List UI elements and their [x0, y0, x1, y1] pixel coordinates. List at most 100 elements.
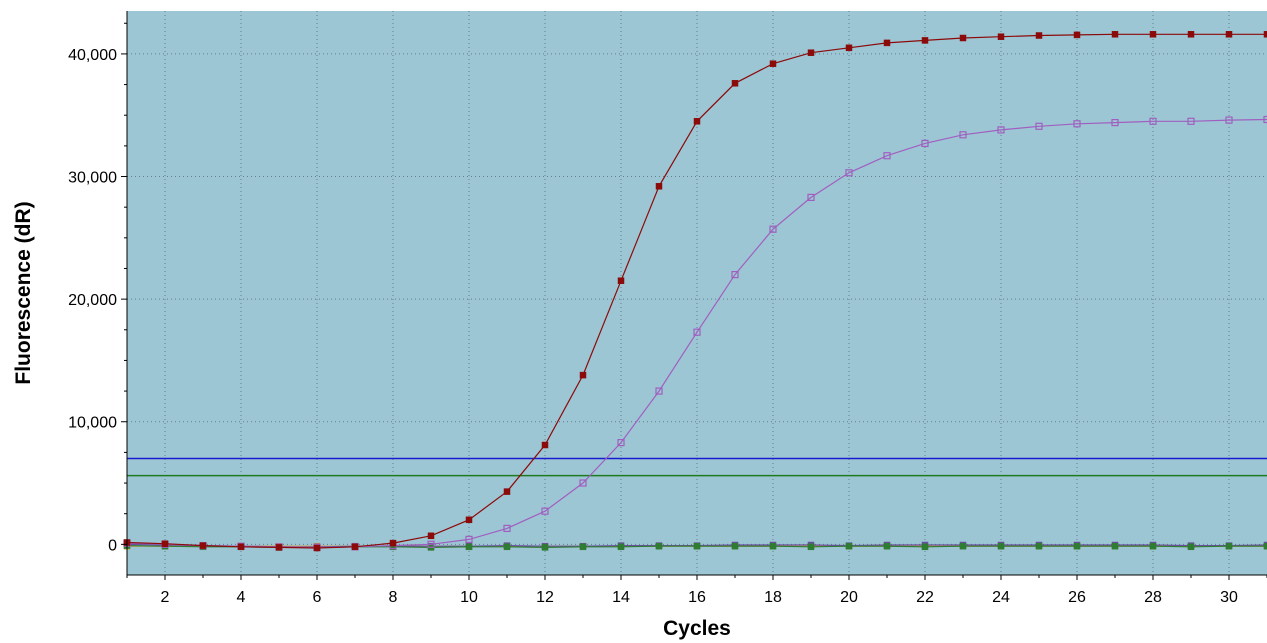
data-point [1263, 542, 1267, 550]
data-point [1035, 32, 1043, 39]
y-tick-label: 30,000 [68, 170, 117, 187]
y-axis-title: Fluorescence (dR) [12, 201, 35, 384]
data-point [655, 183, 663, 190]
x-tick-label: 10 [460, 589, 478, 606]
y-tick-label: 10,000 [68, 415, 117, 432]
data-point [275, 544, 283, 551]
data-point [199, 542, 207, 549]
data-point [237, 543, 245, 551]
y-tick-label: 40,000 [68, 47, 117, 64]
data-point [655, 387, 663, 395]
data-point [807, 49, 815, 56]
data-point [1225, 116, 1233, 124]
x-tick-label: 22 [916, 589, 934, 606]
x-axis-ticks: 2 4 6 8 10 12 14 16 18 20 22 24 26 28 30 [126, 575, 1267, 606]
data-point [503, 543, 511, 551]
data-point [1187, 31, 1195, 38]
data-point [807, 543, 815, 551]
data-point [351, 543, 359, 551]
data-point [1111, 118, 1119, 127]
data-point [161, 540, 169, 547]
data-point [1187, 117, 1195, 125]
data-point [541, 544, 549, 551]
data-point [1225, 31, 1233, 38]
data-point [465, 543, 473, 551]
data-point [693, 542, 701, 550]
x-tick-label: 6 [313, 589, 322, 606]
data-point [921, 139, 929, 147]
data-point [1111, 31, 1119, 38]
data-point [997, 33, 1005, 40]
data-point [731, 542, 739, 550]
x-tick-label: 24 [992, 589, 1010, 606]
data-point [579, 479, 587, 487]
data-point [1073, 120, 1081, 128]
data-point [579, 371, 587, 379]
x-axis-title: Cycles [663, 617, 731, 640]
data-point [845, 169, 853, 177]
data-point [959, 542, 967, 550]
x-tick-label: 12 [536, 589, 554, 606]
data-point [617, 439, 625, 447]
data-point [541, 507, 549, 515]
data-point [655, 542, 663, 550]
data-point [769, 542, 777, 550]
data-point [845, 542, 853, 550]
data-point [883, 39, 891, 47]
data-point [503, 488, 511, 495]
x-tick-label: 18 [764, 589, 782, 606]
data-point [921, 37, 929, 44]
data-point [1149, 117, 1157, 125]
data-point [883, 542, 891, 550]
x-tick-label: 4 [237, 589, 246, 606]
data-point [693, 328, 701, 336]
y-tick-label: 20,000 [68, 292, 117, 309]
data-point [465, 516, 473, 524]
data-point [1225, 542, 1233, 550]
x-tick-label: 20 [840, 589, 858, 606]
data-point [427, 532, 435, 540]
data-point [1263, 31, 1267, 38]
data-point [959, 131, 967, 139]
data-point [769, 225, 777, 233]
data-point [313, 544, 321, 552]
data-point [1035, 122, 1043, 130]
x-tick-label: 16 [688, 589, 706, 606]
data-point [503, 524, 511, 533]
x-tick-label: 2 [161, 589, 170, 606]
data-point [1073, 542, 1081, 550]
data-point [541, 441, 549, 449]
data-point [845, 44, 853, 52]
threshold-lines [127, 457, 1267, 477]
data-point [997, 126, 1005, 134]
plot-area [127, 11, 1267, 575]
x-tick-label: 30 [1220, 589, 1238, 606]
y-tick-label: 0 [108, 537, 117, 554]
data-point [465, 535, 473, 544]
y-axis-ticks: 0 10,000 20,000 30,000 40,000 [68, 22, 127, 554]
data-point [617, 543, 625, 551]
x-tick-label: 14 [612, 589, 630, 606]
data-point [1111, 542, 1119, 550]
data-point [959, 34, 967, 42]
data-point [731, 271, 739, 279]
data-point [921, 543, 929, 551]
data-point [807, 193, 815, 201]
data-point [579, 543, 587, 551]
data-point [427, 540, 435, 548]
data-point [997, 542, 1005, 550]
data-point [883, 152, 891, 160]
data-series [123, 31, 1267, 552]
data-point [1149, 31, 1157, 38]
data-point [1073, 31, 1081, 39]
data-point [1149, 542, 1157, 550]
data-point [1187, 543, 1195, 551]
data-point [1263, 115, 1267, 124]
x-tick-label: 26 [1068, 589, 1086, 606]
data-point [693, 118, 701, 125]
data-point [389, 539, 397, 547]
data-point [1035, 542, 1043, 550]
x-tick-label: 28 [1144, 589, 1162, 606]
data-point [769, 60, 777, 67]
